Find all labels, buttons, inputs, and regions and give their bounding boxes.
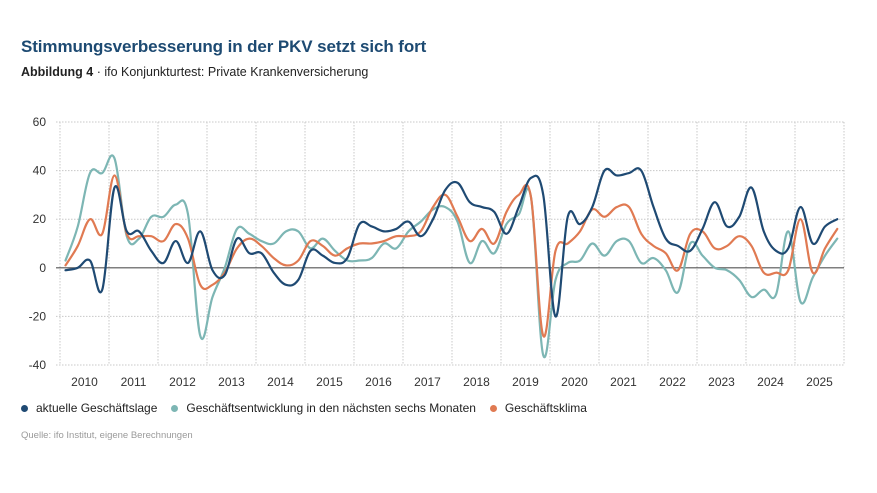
x-axis-ticks: 2010 2011 2012 2013 2014 2015 2016 2017 2018 2019… [71, 375, 833, 389]
legend: aktuelle Geschäftslage Geschäftsentwickl… [21, 401, 601, 415]
y-tick-label: 40 [33, 164, 47, 178]
series-line-geschaeftsentwicklung [64, 154, 839, 359]
series-line-geschaeftsklima [64, 174, 839, 338]
legend-dot-icon [171, 404, 179, 412]
x-tick-label: 2010 [71, 375, 98, 389]
legend-label: Geschäftsentwicklung in den nächsten sec… [186, 401, 476, 415]
series-line-aktuelle-geschaeftslage [64, 167, 839, 318]
y-axis-ticks: -40 -20 0 20 40 60 [29, 115, 47, 372]
x-tick-label: 2016 [365, 375, 392, 389]
legend-dot-icon [21, 404, 28, 412]
legend-item-klima[interactable]: Geschäftsklima [489, 401, 587, 415]
figure-label: Abbildung 4 [21, 65, 94, 79]
y-tick-label: 60 [33, 115, 47, 129]
legend-label: Geschäftsklima [504, 401, 587, 415]
subtitle-text: ifo Konjunkturtest: Private Krankenversi… [104, 65, 369, 79]
x-tick-label: 2023 [708, 375, 735, 389]
y-tick-label: 0 [39, 261, 46, 275]
x-tick-label: 2015 [316, 375, 343, 389]
chart-subtitle: Abbildung 4 · ifo Konjunkturtest: Privat… [21, 65, 368, 79]
x-tick-label: 2024 [757, 375, 784, 389]
subtitle-separator: · [93, 65, 105, 79]
x-tick-label: 2017 [414, 375, 441, 389]
y-tick-label: 20 [33, 212, 47, 226]
y-tick-label: -20 [29, 309, 47, 323]
legend-label: aktuelle Geschäftslage [36, 401, 158, 415]
x-tick-label: 2013 [218, 375, 245, 389]
chart-title: Stimmungsverbesserung in der PKV setzt s… [21, 37, 427, 56]
x-tick-label: 2018 [463, 375, 490, 389]
x-tick-label: 2022 [659, 375, 686, 389]
x-tick-label: 2020 [561, 375, 588, 389]
legend-item-entwicklung[interactable]: Geschäftsentwicklung in den nächsten sec… [171, 401, 476, 415]
legend-dot-icon [489, 404, 497, 412]
series-lines [64, 154, 839, 359]
source-note: Quelle: ifo Institut, eigene Berechnunge… [21, 430, 193, 441]
x-tick-label: 2019 [512, 375, 539, 389]
y-tick-label: -40 [29, 358, 47, 372]
grid [56, 121, 845, 366]
x-tick-label: 2011 [121, 375, 147, 389]
x-tick-label: 2012 [169, 375, 196, 389]
x-tick-label: 2025 [806, 375, 833, 389]
x-tick-label: 2014 [267, 375, 294, 389]
x-tick-label: 2021 [610, 375, 637, 389]
legend-item-aktuelle[interactable]: aktuelle Geschäftslage [21, 401, 157, 415]
